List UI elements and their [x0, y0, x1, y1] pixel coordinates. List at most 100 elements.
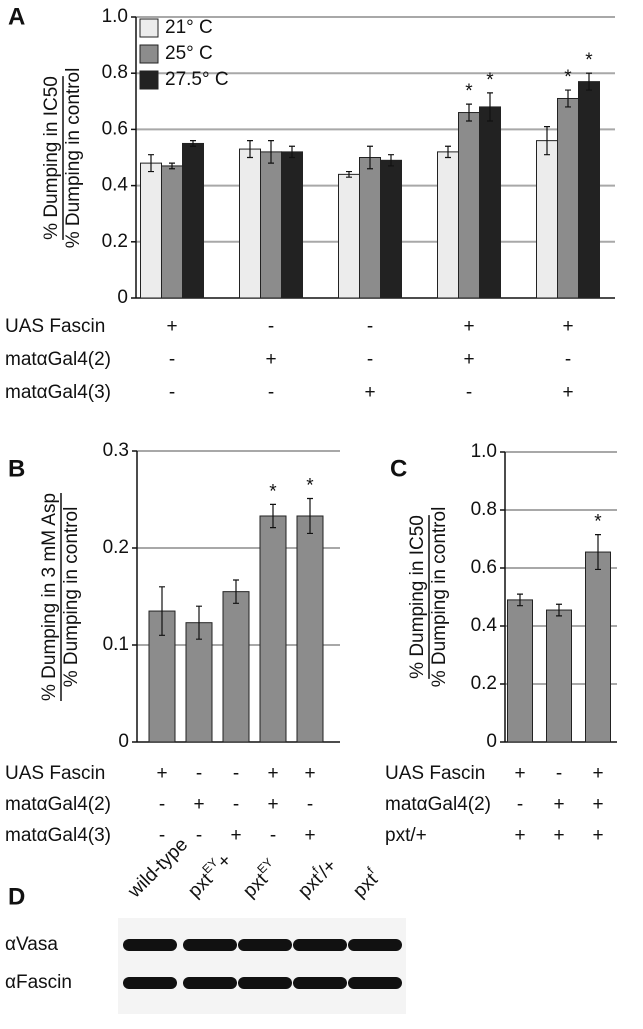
genotype-label: matαGal4(2)	[5, 349, 111, 370]
genotype-symbol: +	[514, 825, 525, 846]
panel-label: A	[8, 3, 25, 30]
genotype-symbol: +	[553, 794, 564, 815]
genotype-label: UAS Fascin	[5, 763, 105, 784]
genotype-symbol: -	[466, 382, 472, 403]
y-tick-label: 0	[486, 731, 497, 752]
y-label-denominator: % Dumping in control	[61, 507, 82, 688]
genotype-symbol: +	[463, 316, 474, 337]
lane-label: pxtf	[347, 864, 385, 902]
blot-band	[348, 977, 402, 989]
genotype-symbol: -	[565, 349, 571, 370]
y-label-numerator: % Dumping in IC50	[41, 76, 62, 240]
blot-background	[118, 918, 406, 1014]
genotype-symbol: -	[367, 349, 373, 370]
y-tick-label: 0.1	[103, 634, 129, 655]
genotype-symbol: +	[267, 763, 278, 784]
genotype-symbol: -	[196, 825, 202, 846]
panel-label: B	[8, 455, 25, 482]
genotype-symbol: -	[159, 825, 165, 846]
genotype-symbol: -	[159, 794, 165, 815]
lane-label: pxtf/+	[292, 853, 341, 902]
significance-star: *	[306, 476, 314, 497]
legend-label: 27.5° C	[165, 69, 229, 90]
bar	[339, 174, 360, 298]
y-tick-label: 0	[117, 287, 128, 308]
blot-band	[293, 977, 347, 989]
y-tick-label: 0.8	[471, 499, 497, 520]
figure: A% Dumping in IC50% Dumping in control00…	[0, 0, 643, 1024]
blot-band	[293, 939, 347, 951]
lane-label: pxtEY	[237, 855, 284, 902]
lane-name: pxt	[184, 869, 217, 902]
blot-row-label: αVasa	[5, 934, 58, 955]
genotype-label: UAS Fascin	[5, 316, 105, 337]
bar	[240, 149, 261, 298]
bar	[480, 107, 501, 298]
genotype-symbol: +	[193, 794, 204, 815]
legend-label: 25° C	[165, 43, 213, 64]
y-label: % Dumping in IC50% Dumping in control	[41, 68, 84, 249]
genotype-symbol: +	[304, 825, 315, 846]
genotype-symbol: -	[517, 794, 523, 815]
y-tick-label: 0.4	[102, 175, 129, 196]
y-label-denominator: % Dumping in control	[63, 68, 84, 249]
genotype-label: matαGal4(2)	[385, 794, 491, 815]
bar	[547, 610, 572, 742]
lane-label: wild-type	[124, 834, 193, 903]
genotype-symbol: -	[556, 763, 562, 784]
genotype-label: matαGal4(3)	[5, 382, 111, 403]
bar	[297, 516, 323, 742]
bar	[260, 516, 286, 742]
genotype-symbol: -	[367, 316, 373, 337]
bar	[459, 113, 480, 298]
blot-band	[183, 977, 237, 989]
blot-band	[123, 977, 177, 989]
bar	[183, 143, 204, 298]
genotype-symbol: +	[592, 794, 603, 815]
genotype-symbol: -	[196, 763, 202, 784]
legend-swatch	[140, 19, 158, 37]
legend-label: 21° C	[165, 17, 213, 38]
genotype-symbol: +	[267, 794, 278, 815]
genotype-symbol: +	[463, 349, 474, 370]
significance-star: *	[564, 67, 572, 88]
bar	[360, 158, 381, 299]
bar	[508, 600, 533, 742]
y-tick-label: 0.8	[102, 62, 128, 83]
bar	[141, 163, 162, 298]
genotype-symbol: -	[268, 382, 274, 403]
genotype-symbol: +	[553, 825, 564, 846]
y-label: % Dumping in IC50% Dumping in control	[407, 507, 450, 688]
bar	[186, 623, 212, 742]
bar	[282, 152, 303, 298]
significance-star: *	[269, 481, 277, 502]
genotype-symbol: +	[230, 825, 241, 846]
genotype-symbol: +	[562, 382, 573, 403]
panel-label: D	[8, 883, 25, 910]
genotype-label: pxt/+	[385, 825, 427, 846]
lane-name: wild-type	[124, 834, 193, 903]
bar	[162, 166, 183, 298]
blot-band	[123, 939, 177, 951]
bar	[579, 82, 600, 298]
blot-row-label: αFascin	[5, 972, 72, 993]
panel-label: C	[390, 455, 407, 482]
blot-band	[238, 939, 292, 951]
y-tick-label: 0.2	[471, 673, 497, 694]
genotype-symbol: +	[364, 382, 375, 403]
genotype-label: matαGal4(2)	[5, 794, 111, 815]
significance-star: *	[585, 50, 593, 71]
y-tick-label: 0.6	[471, 557, 497, 578]
genotype-symbol: +	[562, 316, 573, 337]
y-label-numerator: % Dumping in 3 mM Asp	[39, 493, 60, 701]
bar	[438, 152, 459, 298]
genotype-symbol: -	[233, 763, 239, 784]
genotype-symbol: +	[166, 316, 177, 337]
bar	[558, 98, 579, 298]
genotype-symbol: -	[268, 316, 274, 337]
blot-band	[183, 939, 237, 951]
legend-swatch	[140, 45, 158, 63]
bar	[223, 592, 249, 742]
genotype-symbol: -	[169, 382, 175, 403]
genotype-symbol: +	[514, 763, 525, 784]
